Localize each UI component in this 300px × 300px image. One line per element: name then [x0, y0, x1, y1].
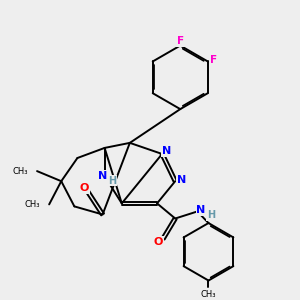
Text: F: F	[177, 36, 184, 46]
Text: H: H	[108, 176, 116, 186]
Text: O: O	[154, 237, 163, 247]
Text: CH₃: CH₃	[25, 200, 40, 209]
Text: N: N	[98, 171, 107, 181]
Text: N: N	[162, 146, 171, 156]
Text: F: F	[210, 55, 218, 65]
Text: CH₃: CH₃	[13, 167, 28, 176]
Text: O: O	[80, 183, 89, 193]
Text: N: N	[196, 205, 206, 215]
Text: CH₃: CH₃	[201, 290, 216, 299]
Text: N: N	[177, 175, 186, 185]
Text: H: H	[207, 210, 215, 220]
